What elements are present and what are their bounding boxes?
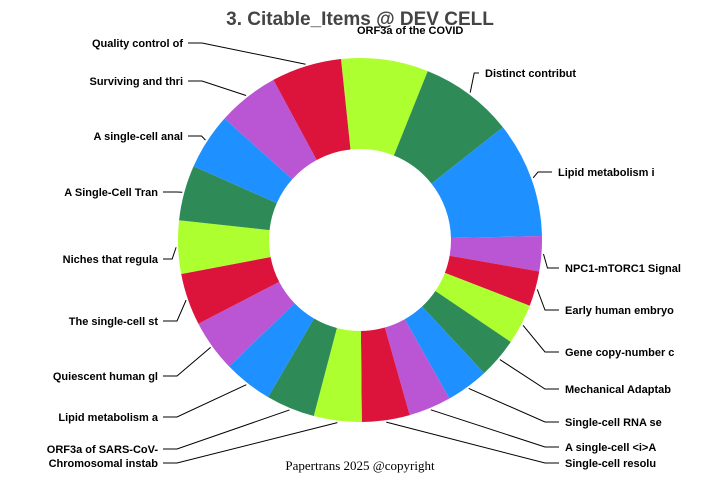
leader-line — [430, 409, 559, 448]
slice-labels-group: ORF3a of the COVID Distinct contribut Lipi… — [47, 25, 681, 470]
leader-line — [163, 384, 247, 418]
donut-slice — [181, 256, 280, 324]
slice-label: Lipid metabolism i — [558, 167, 655, 179]
leader-line — [532, 171, 552, 179]
slice-label: Single-cell RNA se — [565, 417, 662, 429]
leader-line — [163, 409, 290, 450]
donut-slice — [384, 319, 450, 416]
leader-line — [468, 387, 559, 423]
slice-label: Distinct contribut — [485, 68, 576, 80]
slice-label: Quality control of — [92, 38, 183, 50]
leader-line — [163, 347, 211, 377]
leader-line — [469, 72, 479, 93]
leader-line — [522, 324, 559, 353]
leader-line — [386, 421, 559, 464]
donut-slice — [449, 236, 542, 272]
slice-label: ORF3a of SARS-CoV- — [47, 444, 159, 456]
leader-line — [536, 289, 559, 311]
donut-slice — [178, 220, 271, 274]
leader-line — [163, 247, 177, 260]
donut-slice — [444, 255, 540, 306]
donut-slice — [229, 303, 315, 398]
donut-slice — [273, 58, 351, 160]
donut-slice — [422, 290, 511, 374]
slice-label: Mechanical Adaptab — [565, 384, 671, 396]
slice-label: The single-cell st — [69, 316, 159, 328]
leader-line — [163, 422, 338, 464]
slice-label: Lipid metabolism a — [58, 412, 159, 424]
leader-line — [188, 42, 306, 65]
slice-label: Gene copy-number c — [565, 347, 674, 359]
leader-line — [499, 359, 559, 390]
donut-slice — [179, 166, 277, 231]
leader-line — [542, 253, 559, 269]
slice-label: A single-cell anal — [94, 131, 183, 143]
leader-line — [188, 80, 247, 97]
slice-label: Chromosomal instab — [49, 458, 159, 470]
slice-label: ORF3a of the COVID — [357, 25, 463, 37]
donut-slice — [404, 306, 485, 399]
donut-slice — [313, 328, 362, 422]
chart-title: 3. Citable_Items @ DEV CELL — [226, 9, 494, 30]
donut-slice — [360, 327, 410, 422]
leader-lines-group — [163, 42, 559, 464]
donut-slice — [340, 58, 428, 156]
slice-label: Quiescent human gl — [53, 371, 158, 383]
slice-label: Early human embryo — [565, 305, 674, 317]
slices-group — [178, 58, 542, 422]
donut-slice — [431, 127, 542, 239]
slice-label: Single-cell resolu — [565, 458, 656, 470]
donut-slice — [435, 272, 530, 342]
donut-slice — [224, 79, 317, 180]
slice-label: A single-cell <i>A — [565, 442, 656, 454]
leader-line — [188, 135, 206, 141]
slice-label: Niches that regula — [63, 254, 159, 266]
slice-label: A Single-Cell Tran — [64, 187, 158, 199]
donut-slice — [198, 281, 295, 367]
donut-slice — [268, 318, 337, 417]
footer-copyright: Papertrans 2025 @copyright — [285, 458, 435, 473]
leader-line — [163, 299, 187, 322]
slice-label: Surviving and thri — [89, 76, 183, 88]
donut-slice — [193, 118, 293, 204]
donut-slice — [393, 71, 503, 184]
slice-label: NPC1-mTORC1 Signal — [565, 263, 681, 275]
